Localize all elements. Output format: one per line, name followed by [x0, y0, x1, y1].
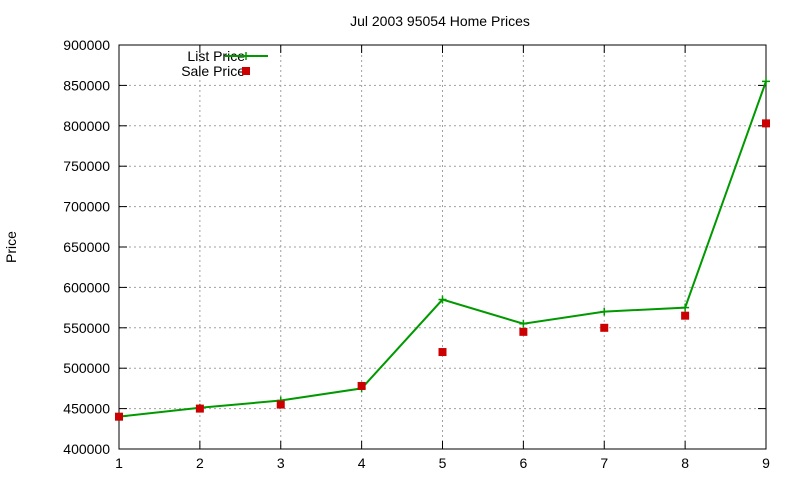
sale-price-point — [115, 412, 123, 421]
axes: 400000 450000 500000 550000 600000 650000 7000… — [63, 37, 770, 471]
x-tick-label: 1 — [115, 455, 123, 471]
plot-border — [118, 44, 767, 450]
x-tick-label: 4 — [358, 455, 366, 471]
x-tick-label: 2 — [196, 455, 204, 471]
x-tick-label: 7 — [600, 455, 608, 471]
sale-price-point — [600, 323, 609, 332]
x-tick-label: 6 — [519, 455, 527, 471]
y-tick-label: 650000 — [63, 239, 110, 255]
y-tick-label: 750000 — [63, 158, 110, 174]
grid — [119, 45, 766, 449]
y-tick-label: 900000 — [63, 37, 110, 53]
legend-label-list-price: List Price — [187, 48, 245, 64]
list-price-point — [762, 77, 770, 86]
sale-price-point — [438, 348, 447, 357]
chart-title: Jul 2003 95054 Home Prices — [350, 13, 530, 29]
sale-price-point — [195, 404, 204, 413]
list-price-point — [681, 303, 690, 312]
legend-label-sale-price: Sale Price — [181, 63, 245, 79]
y-tick-label: 500000 — [63, 360, 110, 376]
y-tick-label: 600000 — [63, 279, 110, 295]
sale-price-point — [519, 327, 528, 336]
list-price-point — [600, 307, 609, 316]
sale-price-point — [762, 119, 770, 128]
y-tick-label: 850000 — [63, 77, 110, 93]
series-layer — [115, 77, 770, 421]
y-tick-label: 400000 — [63, 441, 110, 457]
y-axis-label: Price — [3, 231, 19, 263]
x-tick-label: 8 — [681, 455, 689, 471]
sale-price-point — [276, 400, 285, 409]
y-tick-label: 800000 — [63, 118, 110, 134]
x-tick-label: 5 — [439, 455, 447, 471]
list-price-point — [519, 319, 528, 328]
legend-swatch-sale-price — [242, 67, 250, 75]
x-tick-label: 3 — [277, 455, 285, 471]
list-price-point — [438, 295, 447, 304]
y-tick-label: 550000 — [63, 320, 110, 336]
x-tick-label: 9 — [762, 455, 770, 471]
y-tick-label: 700000 — [63, 199, 110, 215]
sale-price-point — [357, 381, 366, 390]
y-tick-label: 450000 — [63, 401, 110, 417]
legend: List Price Sale Price — [181, 48, 268, 79]
sale-price-point — [681, 311, 690, 320]
